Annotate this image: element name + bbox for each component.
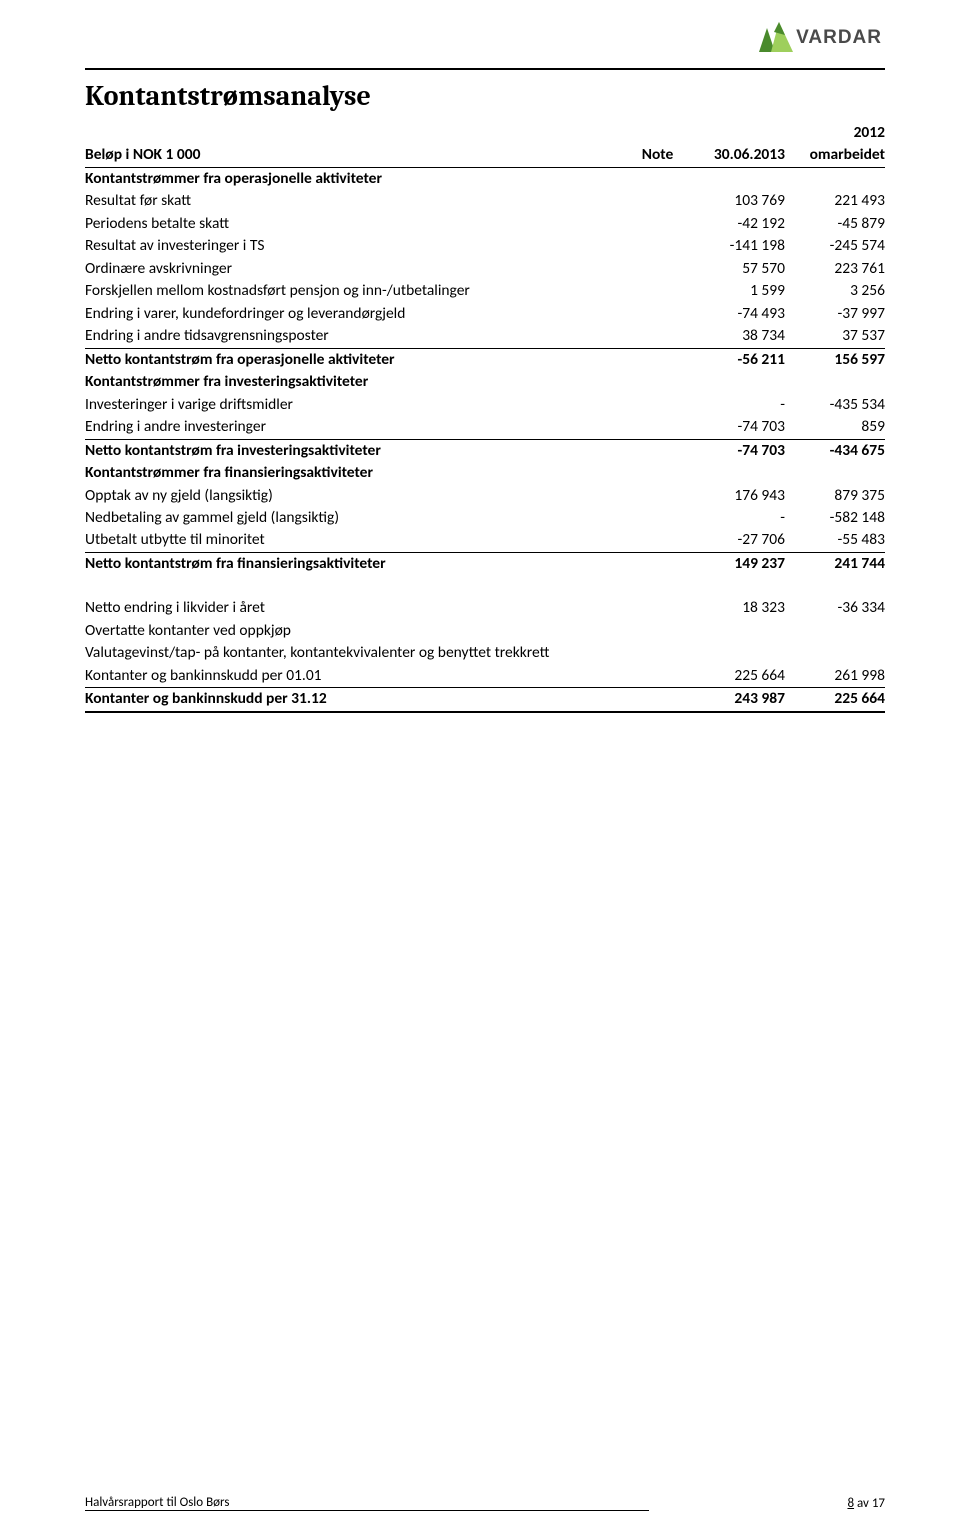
table-row: Netto endring i likvider i året18 323-36… <box>85 597 885 619</box>
table-row: Endring i andre investeringer-74 703859 <box>85 416 885 439</box>
top-rule <box>85 68 885 70</box>
footer-page: 8 av 17 <box>847 1496 885 1511</box>
col-year2: 2012 <box>785 122 885 144</box>
cashflow-table: 2012 Beløp i NOK 1 000 Note 30.06.2013 o… <box>85 122 885 713</box>
table-row: Forskjellen mellom kostnadsført pensjon … <box>85 280 885 302</box>
page-title: Kontantstrømsanalyse <box>85 80 885 112</box>
table-row: Investeringer i varige driftsmidler--435… <box>85 394 885 416</box>
grand-total: Kontanter og bankinnskudd per 31.12243 9… <box>85 688 885 712</box>
logo-mountain-icon <box>759 22 793 54</box>
section-total: Netto kontantstrøm fra operasjonelle akt… <box>85 348 885 371</box>
table-row: Periodens betalte skatt-42 192-45 879 <box>85 213 885 235</box>
col-year2-sub: omarbeidet <box>785 144 885 167</box>
spacer <box>85 575 885 597</box>
table-row: Nedbetaling av gammel gjeld (langsiktig)… <box>85 507 885 529</box>
table-header-row-1: 2012 <box>85 122 885 144</box>
table-row: Opptak av ny gjeld (langsiktig)176 94387… <box>85 485 885 507</box>
table-row: Endring i varer, kundefordringer og leve… <box>85 303 885 325</box>
section-heading: Kontantstrømmer fra operasjonelle aktivi… <box>85 167 885 190</box>
section-total: Netto kontantstrøm fra investeringsaktiv… <box>85 439 885 462</box>
table-row: Resultat før skatt103 769221 493 <box>85 190 885 212</box>
table-row: Endring i andre tidsavgrensningsposter38… <box>85 325 885 348</box>
page: VARDAR Kontantstrømsanalyse 2012 Beløp i… <box>0 0 960 1533</box>
logo: VARDAR <box>759 22 882 54</box>
logo-name: VARDAR <box>796 27 882 49</box>
col-label: Beløp i NOK 1 000 <box>85 144 630 167</box>
table-row: Utbetalt utbytte til minoritet-27 706-55… <box>85 529 885 552</box>
section-heading: Kontantstrømmer fra finansieringsaktivit… <box>85 462 885 484</box>
footer-title: Halvårsrapport til Oslo Børs <box>85 1495 649 1511</box>
section-heading: Kontantstrømmer fra investeringsaktivite… <box>85 371 885 393</box>
col-date: 30.06.2013 <box>685 144 785 167</box>
table-header-row-2: Beløp i NOK 1 000 Note 30.06.2013 omarbe… <box>85 144 885 167</box>
table-row: Kontanter og bankinnskudd per 01.01225 6… <box>85 665 885 688</box>
table-row: Valutagevinst/tap- på kontanter, kontant… <box>85 642 885 664</box>
table-row: Ordinære avskrivninger57 570223 761 <box>85 258 885 280</box>
table-row: Overtatte kontanter ved oppkjøp <box>85 620 885 642</box>
section-total: Netto kontantstrøm fra finansieringsakti… <box>85 552 885 575</box>
footer: Halvårsrapport til Oslo Børs 8 av 17 <box>85 1495 885 1511</box>
table-row: Resultat av investeringer i TS-141 198-2… <box>85 235 885 257</box>
col-note: Note <box>630 144 685 167</box>
